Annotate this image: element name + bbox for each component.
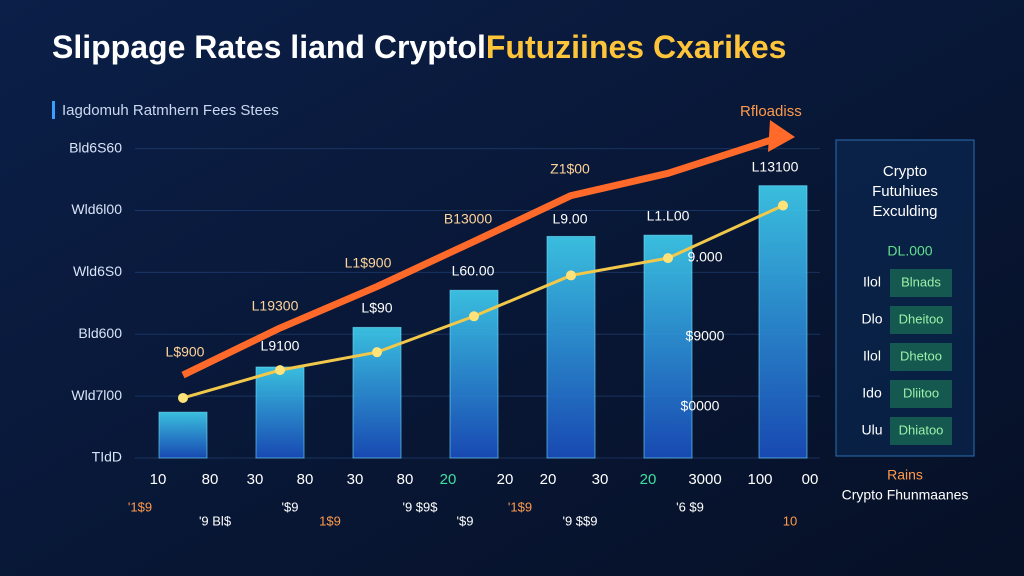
subtitle: Iagdomuh Ratmhern Fees Stees bbox=[62, 102, 279, 119]
x-tick-label-2: '9 $$9 bbox=[562, 513, 597, 528]
data-label: Z1$00 bbox=[550, 161, 590, 177]
line-point bbox=[566, 270, 576, 281]
panel-header: DL.000 bbox=[887, 243, 932, 259]
panel-title: Futuhiues bbox=[872, 183, 938, 200]
panel-row-label: Ilol bbox=[863, 274, 881, 290]
panel-row-value: Blnads bbox=[901, 274, 941, 289]
line-point bbox=[372, 347, 382, 358]
data-label: $9000 bbox=[686, 328, 725, 344]
data-label: L13100 bbox=[752, 159, 799, 175]
trend-label: Rfloadiss bbox=[740, 103, 802, 120]
bar bbox=[546, 235, 596, 459]
panel-row-label: Ulu bbox=[861, 422, 882, 438]
x-tick-label: 30 bbox=[592, 471, 609, 488]
data-label: L$90 bbox=[361, 300, 392, 316]
x-tick-label: 00 bbox=[802, 471, 819, 488]
data-label: L9.00 bbox=[552, 211, 587, 227]
panel-row-label: Ilol bbox=[863, 348, 881, 364]
x-tick-label: 3000 bbox=[688, 471, 721, 488]
trend-line bbox=[181, 132, 785, 379]
panel-row-value: Dliitoo bbox=[903, 385, 939, 400]
panel-row-value: Dhetoo bbox=[900, 348, 942, 363]
x-tick-label-2: '6 $9 bbox=[676, 499, 704, 514]
panel-cell bbox=[890, 417, 952, 445]
bar bbox=[158, 411, 208, 459]
x-tick-label: 30 bbox=[247, 471, 264, 488]
bar bbox=[255, 366, 305, 459]
panel-row-value: Dhiatoo bbox=[899, 422, 944, 437]
panel-row-value: Dheitoo bbox=[899, 311, 944, 326]
bar bbox=[643, 234, 693, 459]
line-point bbox=[275, 365, 285, 376]
x-tick-label: 80 bbox=[297, 471, 314, 488]
panel-cell bbox=[890, 306, 952, 334]
panel-row-label: Ido bbox=[862, 385, 882, 401]
x-tick-label-2: '$9 bbox=[282, 499, 299, 514]
data-label: L1$900 bbox=[345, 255, 392, 271]
panel-cell bbox=[890, 343, 952, 371]
line-point bbox=[178, 392, 188, 403]
data-label: L60.00 bbox=[452, 263, 495, 279]
x-tick-label-2: '1$9 bbox=[508, 499, 532, 514]
x-tick-label-2: '1$9 bbox=[128, 499, 152, 514]
x-tick-label: 20 bbox=[640, 471, 657, 488]
y-tick-label: Wld6S0 bbox=[73, 263, 122, 279]
legend-swatch bbox=[52, 101, 55, 119]
line-point bbox=[469, 311, 479, 322]
x-tick-label: 80 bbox=[202, 471, 219, 488]
x-tick-label: 20 bbox=[440, 471, 457, 488]
x-tick-label: 30 bbox=[347, 471, 364, 488]
x-tick-label-2: '9 $9$ bbox=[402, 499, 438, 514]
data-label: 9.000 bbox=[687, 249, 722, 265]
y-tick-label: Bld6S60 bbox=[69, 139, 122, 155]
bar bbox=[758, 185, 808, 459]
y-tick-label: Wld6l00 bbox=[71, 201, 122, 217]
x-tick-label: 10 bbox=[150, 471, 167, 488]
panel-footer: Crypto Fhunmaanes bbox=[842, 487, 969, 503]
panel-cell bbox=[890, 380, 952, 408]
x-tick-label: 100 bbox=[747, 471, 772, 488]
panel-title: Crypto bbox=[883, 163, 927, 180]
panel-title: Exculding bbox=[872, 203, 937, 220]
x-tick-label-2: 10 bbox=[783, 513, 797, 528]
y-tick-label: Bld600 bbox=[78, 325, 122, 341]
data-label: B13000 bbox=[444, 211, 492, 227]
trend-arrow bbox=[768, 120, 795, 152]
y-tick-label: TIdD bbox=[92, 449, 122, 465]
x-tick-label: 20 bbox=[497, 471, 514, 488]
x-tick-label-2: '$9 bbox=[457, 513, 474, 528]
line-point bbox=[778, 200, 788, 211]
x-tick-label: 80 bbox=[397, 471, 414, 488]
data-label: L1.L00 bbox=[647, 208, 690, 224]
panel-cell bbox=[890, 269, 952, 297]
data-label: L9100 bbox=[261, 338, 300, 354]
x-tick-label-2: '9 Bl$ bbox=[199, 513, 232, 528]
chart-title: Slippage Rates liand CryptolFutuziines C… bbox=[52, 29, 786, 65]
data-label: L$900 bbox=[166, 344, 205, 360]
x-tick-label-2: 1$9 bbox=[319, 513, 341, 528]
line-point bbox=[663, 253, 673, 264]
data-label: L19300 bbox=[252, 298, 299, 314]
panel-row-label: Dlo bbox=[861, 311, 882, 327]
data-label: $0000 bbox=[681, 398, 720, 414]
y-tick-label: Wld7l00 bbox=[71, 387, 122, 403]
x-tick-label: 20 bbox=[540, 471, 557, 488]
panel-footer: Rains bbox=[887, 467, 923, 483]
